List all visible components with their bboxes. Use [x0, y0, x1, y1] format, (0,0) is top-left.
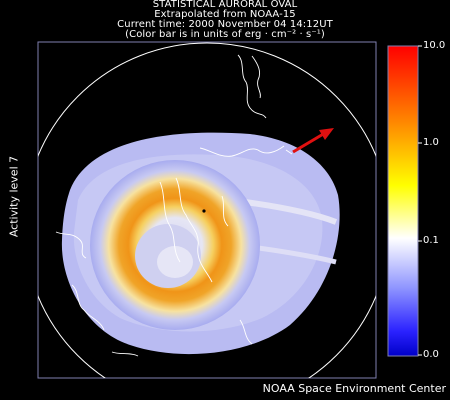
colorbar — [387, 45, 419, 357]
colorbar-tick-label: 0.1 — [423, 235, 439, 246]
coastline — [71, 284, 105, 331]
coastline — [285, 149, 293, 155]
map-frame — [37, 41, 377, 379]
coastline — [111, 351, 139, 357]
coastlines — [55, 54, 293, 357]
coastline — [55, 231, 87, 259]
title-line-2: Extrapolated from NOAA-15 — [154, 9, 296, 20]
title-line-4: (Color bar is in units of erg · cm⁻² · s… — [125, 29, 325, 40]
coastline — [175, 177, 213, 283]
coastline — [221, 195, 229, 227]
title-line-3: Current time: 2000 November 04 14:12UT — [117, 19, 333, 30]
coastline — [199, 145, 285, 157]
coastline — [237, 54, 267, 119]
colorbar-tick-label: 1.0 — [423, 137, 439, 148]
colorbar-ticks — [418, 45, 422, 356]
activity-level-label: Activity level 7 — [7, 155, 21, 238]
station-dot — [202, 209, 206, 213]
coastline — [159, 181, 181, 263]
globe-outline — [38, 42, 376, 378]
title-line-1: STATISTICAL AURORAL OVAL — [152, 0, 298, 10]
footer-credit: NOAA Space Environment Center — [262, 382, 446, 395]
polar-cap-center — [157, 246, 193, 278]
coastline — [251, 55, 261, 99]
colorbar-tick-label: 0.0 — [423, 349, 439, 360]
sun-direction-arrow — [292, 128, 334, 154]
coastline — [239, 319, 253, 345]
colorbar-tick-label: 10.0 — [423, 40, 446, 51]
